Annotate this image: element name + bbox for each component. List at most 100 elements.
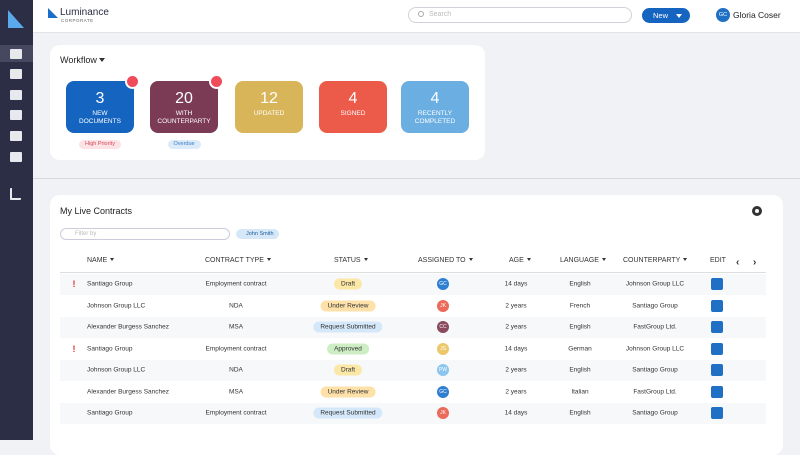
language: French [569,302,591,309]
language: Italian [571,388,589,395]
status: Request Submitted [313,321,383,333]
tile-label: RECENTLY COMPLETED [414,110,456,125]
filter-input[interactable]: Filter by [60,228,230,240]
tile-count: 4 [430,90,440,107]
tile-label: WITH COUNTERPARTY [157,110,211,125]
name: Johnson Group LLC [87,302,146,309]
column-header[interactable]: ASSIGNED TO [418,257,473,264]
user-avatar[interactable]: GC [716,8,730,22]
tile-count: 4 [348,90,358,107]
contract-type: NDA [229,302,243,309]
workflow-tile[interactable]: 4 SIGNED [319,81,387,133]
counterparty: Santiago Group [632,409,678,417]
alert-dot [125,74,140,89]
nav-sail[interactable] [10,188,21,200]
brand-sub: CORPORATE [61,18,94,23]
nav-org[interactable] [10,110,22,120]
language: English [569,280,591,288]
age: 2 years [505,388,527,395]
next-arrow[interactable]: › [753,257,757,268]
age: 2 years [505,302,527,309]
age: 14 days [504,409,528,417]
contract-type: MSA [228,388,244,395]
nav-report[interactable] [10,152,22,162]
column-header[interactable]: CONTRACT TYPE [205,257,271,264]
column-header[interactable]: AGE [509,257,531,264]
tile-label: SIGNED [340,110,366,117]
workflow-title[interactable]: Workflow [60,55,106,65]
workflow-tile[interactable]: 3 NEW DOCUMENTS [66,74,140,133]
edit-button[interactable] [711,321,723,333]
priority-flag: ! [72,343,76,354]
age: 14 days [504,280,528,288]
column-header[interactable]: COUNTERPARTY [623,257,687,264]
contract-type: NDA [229,366,243,374]
assignee: CC [437,321,449,333]
age: 2 years [505,366,527,374]
status: Under Review [320,300,376,311]
status: Request Submitted [313,407,383,419]
row-stripe [60,273,766,295]
age: 2 years [505,323,527,331]
logo [8,10,24,28]
nav-bank[interactable] [10,131,22,141]
edit-button[interactable] [711,385,723,398]
settings-icon[interactable] [752,206,762,216]
row-stripe [60,402,766,424]
name: Alexander Burgess Sanchez [87,323,170,331]
column-header[interactable]: EDIT [710,257,726,264]
edit-button[interactable] [711,299,723,312]
filter-chip[interactable]: John Smith [236,229,279,239]
workflow-tile[interactable]: 20 WITH COUNTERPARTY [150,74,224,133]
column-header[interactable]: NAME [87,257,114,264]
status: Draft [333,278,363,290]
counterparty: FastGroup Ltd. [633,388,677,395]
counterparty: FastGroup Ltd. [633,323,677,331]
name: Santiago Group [87,409,133,417]
header-rule [60,272,766,273]
assignee: JK [437,299,449,312]
new-button[interactable]: New [642,8,690,23]
brand-logo [48,8,58,18]
tile-label: UPDATED [253,110,285,117]
assignee: GC [437,278,449,290]
user-name[interactable]: Gloria Coser [733,10,781,20]
assignee: GC [437,385,449,398]
tile-label: NEW DOCUMENTS [79,110,121,125]
name: Johnson Group LLC [87,366,146,374]
tile-tag: High Priority [79,140,121,149]
nav-home[interactable] [10,49,22,59]
status: Under Review [320,386,376,397]
nav-docs[interactable] [10,69,22,79]
assignee: JK [437,407,449,419]
alert-dot [209,74,224,89]
status: Approved [327,343,369,354]
assignee: JS [437,342,449,355]
prev-arrow[interactable]: ‹ [736,257,740,268]
edit-button[interactable] [711,342,723,355]
assignee: PW [437,364,449,376]
search[interactable]: Search [408,7,632,23]
counterparty: Santiago Group [632,302,678,309]
language: English [569,323,591,331]
nav-upload[interactable] [10,90,22,100]
workflow-tile[interactable]: 12 UPDATED [235,81,303,133]
name: Santiago Group [87,280,133,288]
edit-button[interactable] [711,364,723,376]
counterparty: Johnson Group LLC [625,280,685,288]
top-bar: Luminance CORPORATE Search New GC Gloria… [33,0,800,33]
status: Draft [333,364,363,376]
name: Santiago Group [87,345,133,352]
column-header[interactable]: LANGUAGE [560,257,606,264]
edit-button[interactable] [711,278,723,290]
tile-count: 12 [260,90,278,107]
page: Luminance CORPORATE Search New GC Gloria… [0,0,800,440]
contract-type: Employment contract [205,409,267,417]
contract-type: Employment contract [205,280,267,288]
age: 14 days [504,345,528,352]
edit-button[interactable] [711,407,723,419]
filter-placeholder: Filter by [75,231,97,237]
column-header[interactable]: STATUS [334,257,368,264]
workflow-tile[interactable]: 4 RECENTLY COMPLETED [401,81,469,133]
language: English [569,409,591,417]
